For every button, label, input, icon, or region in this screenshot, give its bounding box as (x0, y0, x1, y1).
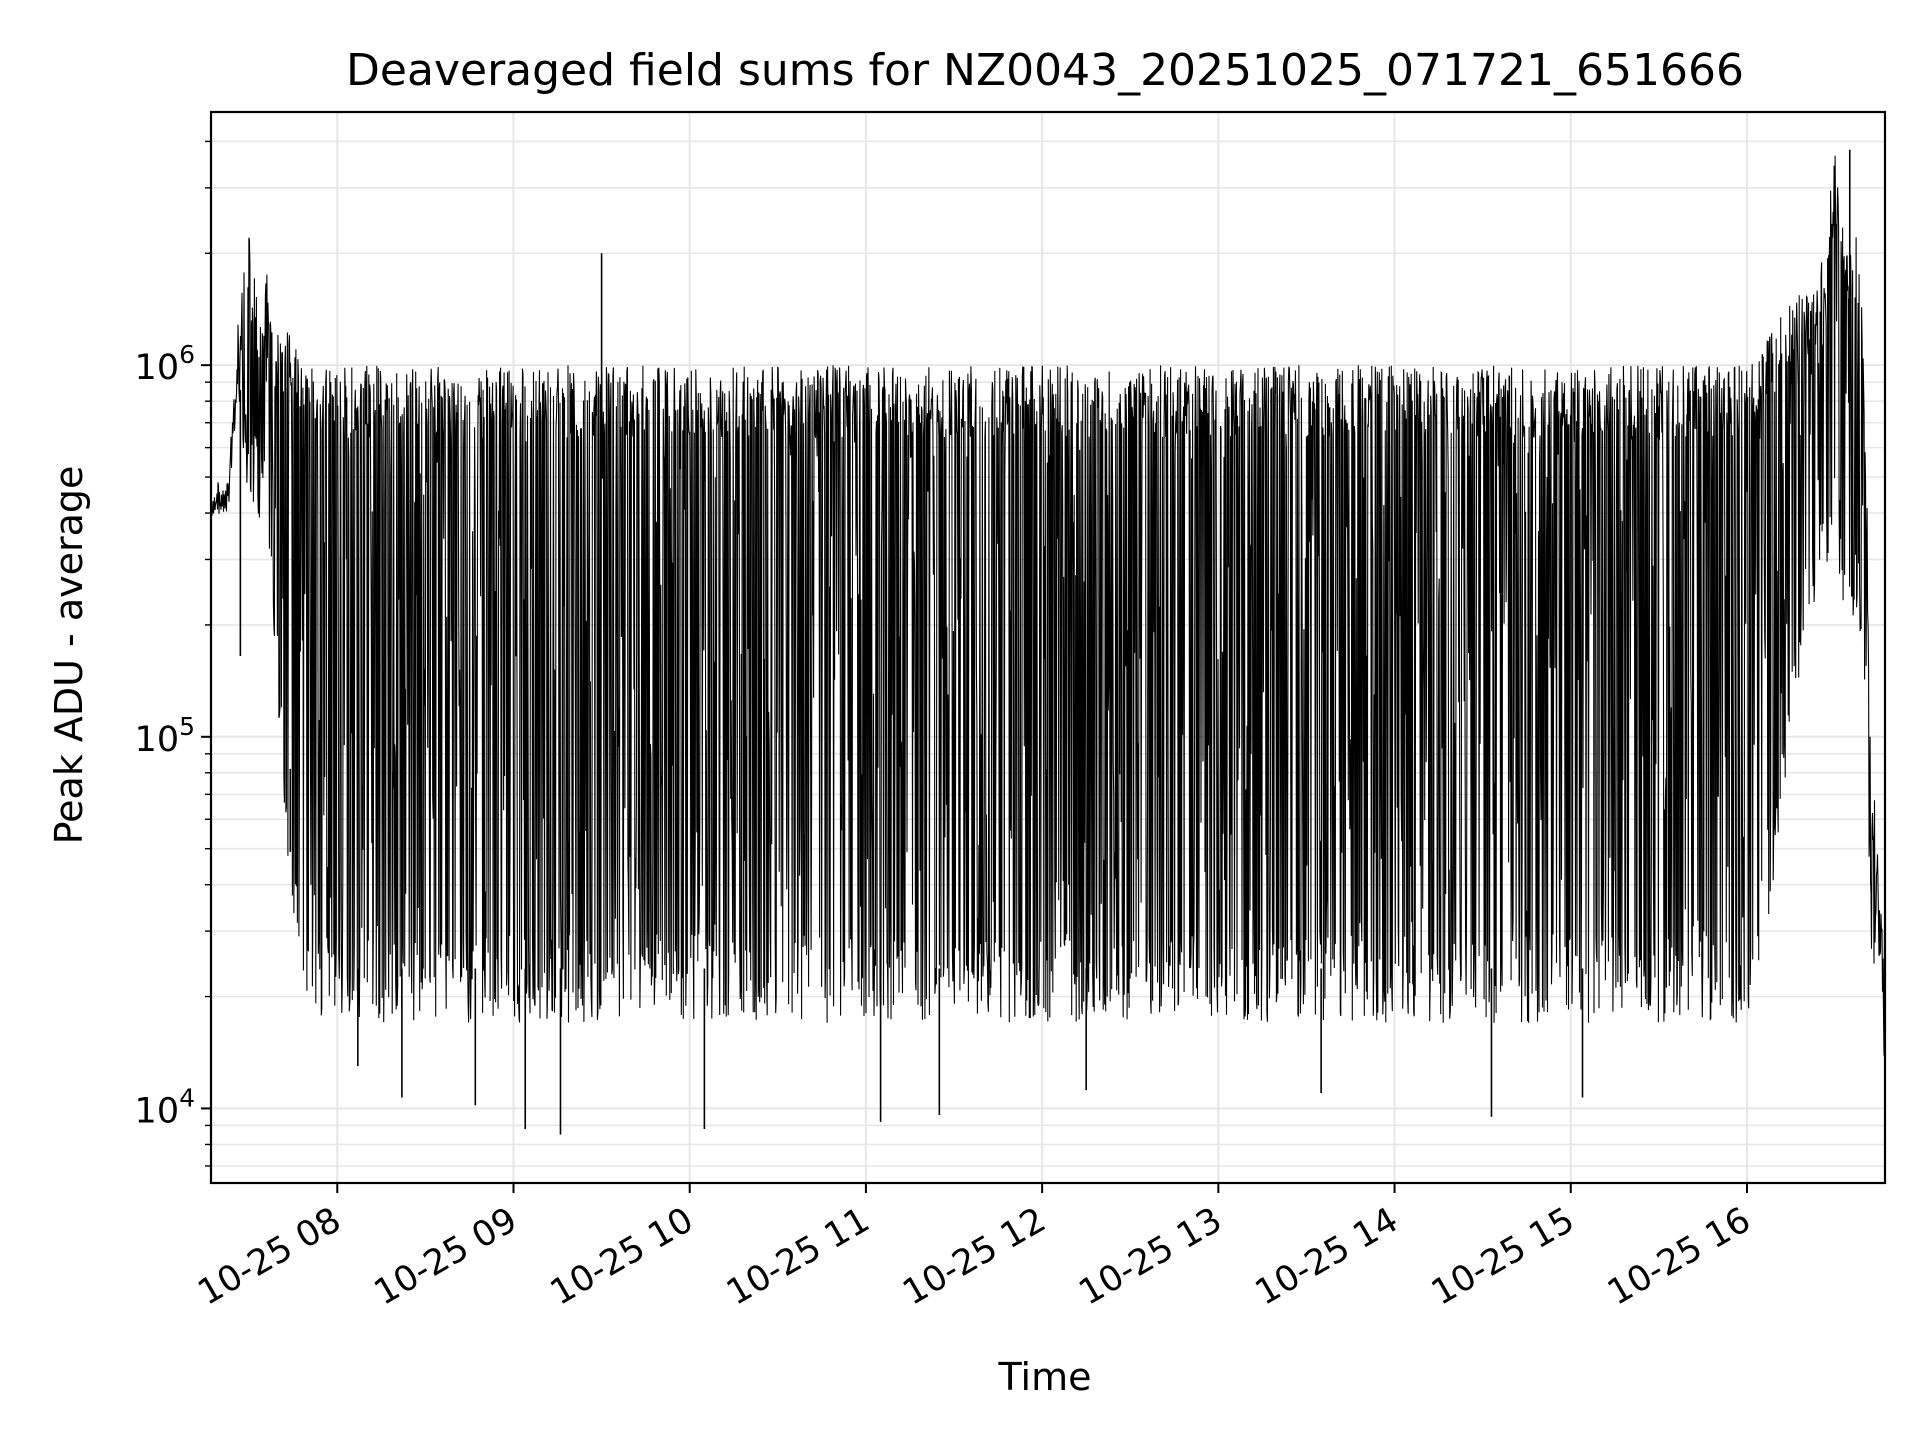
plot-frame (209, 110, 1887, 1185)
y-tick-exponent: 5 (179, 712, 195, 741)
y-axis-label: Peak ADU - average (47, 466, 91, 845)
axis-ticks (201, 140, 1748, 1193)
y-tick-exponent: 6 (179, 340, 195, 369)
y-tick-exponent: 4 (179, 1083, 195, 1112)
y-tick-label: 105 (135, 712, 195, 760)
data-series (210, 149, 1886, 1135)
chart-title: Deaveraged field sums for NZ0043_2025102… (346, 45, 1744, 96)
y-tick-base: 10 (135, 720, 180, 760)
y-tick-base: 10 (135, 1091, 180, 1131)
x-axis-label: Time (998, 1355, 1092, 1399)
y-tick-label: 104 (135, 1083, 195, 1131)
y-tick-base: 10 (135, 348, 180, 388)
series-line (210, 155, 1886, 1056)
y-tick-label: 106 (135, 340, 195, 388)
